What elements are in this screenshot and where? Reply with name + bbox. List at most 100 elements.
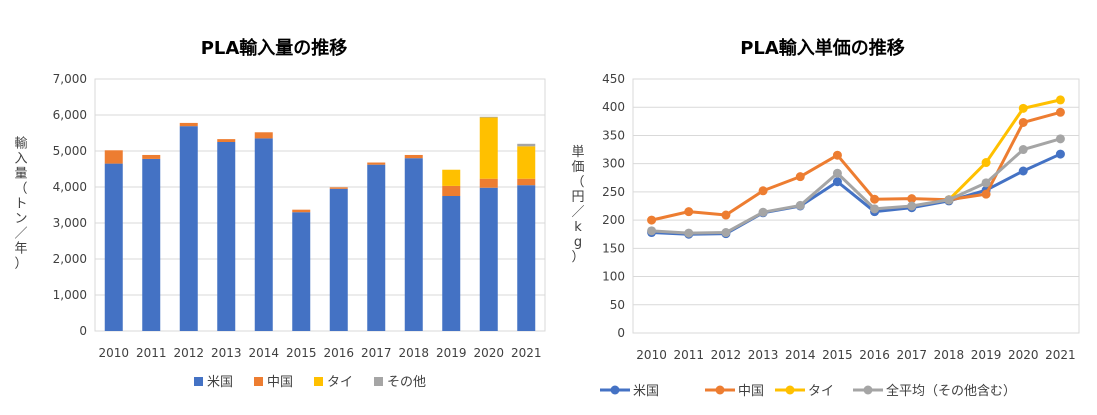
legend-marker [785, 385, 795, 395]
x-tick-label: 2019 [971, 348, 1002, 362]
y-tick-label: 450 [602, 72, 625, 86]
bar-segment [517, 178, 536, 186]
data-point [1055, 134, 1065, 144]
x-tick-label: 2010 [98, 346, 129, 360]
y-axis-label-char: ／ [571, 205, 584, 220]
legend-label: 米国 [207, 375, 233, 390]
unit-price-chart: PLA輸入単価の推移 0 50 100 150 200 250 300 350 400 450 20… [548, 0, 1097, 415]
legend-marker [863, 385, 873, 395]
bar-segment [142, 154, 161, 159]
bar-segment [442, 196, 461, 331]
y-tick-label: 5,000 [53, 144, 87, 158]
x-tick-label: 2021 [1045, 348, 1076, 362]
y-tick-label: 350 [602, 128, 625, 142]
data-point [944, 195, 954, 205]
bar-segment [142, 158, 161, 331]
data-point [795, 172, 805, 182]
x-tick-label: 2020 [1008, 348, 1039, 362]
bars [104, 116, 536, 331]
chart-title: PLA輸入量の推移 [200, 38, 348, 59]
bar-segment [517, 185, 536, 331]
x-tick-label: 2021 [511, 346, 542, 360]
y-axis-label-char: ／ [14, 227, 27, 242]
series-line [651, 110, 1061, 222]
legend-label: 米国 [633, 384, 659, 399]
data-point [870, 194, 880, 204]
legend-label: 全平均（その他含む） [886, 383, 1016, 399]
data-point [721, 210, 731, 220]
x-tick-label: 2017 [896, 348, 927, 362]
y-tick-label: 7,000 [53, 72, 87, 86]
bar-segment [404, 158, 423, 331]
legend: 米国 中国 タイ その他 [194, 375, 426, 390]
line-axes: 0 50 100 150 200 250 300 350 400 450 2010 2011 2012 2… [602, 72, 1080, 362]
y-tick-label: 0 [79, 324, 87, 338]
legend: 米国 中国 タイ 全平均（その他含む） [600, 383, 1016, 399]
bar-segment [479, 187, 498, 331]
legend-label: タイ [808, 384, 834, 399]
bar-segment [367, 162, 386, 165]
line-chart-svg: 0 50 100 150 200 250 300 350 400 450 2010 2011 2012 2… [571, 72, 1080, 399]
y-axis-label-char: 円 [571, 190, 584, 205]
bar-segment [404, 154, 423, 159]
legend-swatch [254, 377, 263, 386]
x-tick-label: 2011 [136, 346, 167, 360]
data-point [907, 201, 917, 211]
y-tick-label: 6,000 [53, 108, 87, 122]
y-axis-label: 輸入量（トン／年） [14, 137, 27, 272]
bar-segment [329, 188, 348, 331]
y-tick-label: 400 [602, 100, 625, 114]
x-tick-label: 2016 [859, 348, 890, 362]
data-point [721, 228, 731, 238]
bar-segment [292, 209, 311, 213]
data-point [684, 228, 694, 238]
legend-label: タイ [327, 375, 353, 390]
legend-marker [610, 385, 620, 395]
y-axis-label-char: k [574, 220, 582, 235]
legend-label: 中国 [738, 384, 764, 399]
y-tick-label: 0 [617, 326, 625, 340]
x-tick-label: 2019 [436, 346, 467, 360]
bar-segment [217, 142, 236, 331]
y-axis-label-char: 単 [571, 144, 584, 160]
data-point [870, 204, 880, 214]
x-tick-label: 2017 [361, 346, 392, 360]
bar-segment [104, 150, 123, 164]
y-tick-label: 4,000 [53, 180, 87, 194]
data-point [907, 194, 917, 204]
y-axis-label-char: ン [14, 212, 27, 227]
data-point [758, 186, 768, 196]
y-tick-label: 2,000 [53, 252, 87, 266]
y-tick-label: 50 [610, 298, 625, 312]
data-point [684, 207, 694, 217]
bar-segment [329, 187, 348, 189]
plot-frame [632, 78, 1080, 334]
bar-segment [179, 122, 198, 127]
bar-segment [442, 185, 461, 196]
import-volume-chart: PLA輸入量の推移 0 1,000 2,000 3,000 4,000 5,000 6,00… [0, 0, 548, 415]
bar-segment [179, 126, 198, 331]
y-axis-label-char: ト [14, 197, 27, 212]
data-point [981, 178, 991, 188]
y-axis-label: 単価（円／kg） [571, 144, 584, 265]
x-tick-label: 2013 [748, 348, 779, 362]
bar-segment [479, 116, 498, 118]
x-tick-label: 2012 [173, 346, 204, 360]
legend-swatch [314, 377, 323, 386]
data-point [1018, 117, 1028, 127]
x-tick-label: 2011 [673, 348, 704, 362]
x-tick-label: 2015 [822, 348, 853, 362]
x-tick-label: 2014 [248, 346, 279, 360]
y-axis-label-char: 量 [14, 167, 27, 182]
x-tick-label: 2015 [286, 346, 317, 360]
data-point [1018, 145, 1028, 155]
y-axis-label-char: ） [14, 257, 27, 272]
y-axis-label-char: 入 [14, 152, 27, 167]
legend-swatch [374, 377, 383, 386]
data-point [832, 150, 842, 160]
data-point [832, 177, 842, 187]
series-line [947, 98, 1061, 201]
x-tick-label: 2012 [711, 348, 742, 362]
bar-segment [367, 164, 386, 331]
x-tick-label: 2018 [398, 346, 429, 360]
